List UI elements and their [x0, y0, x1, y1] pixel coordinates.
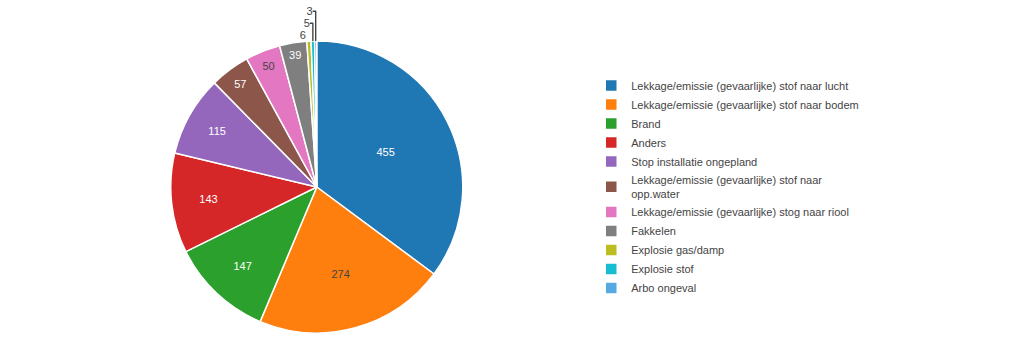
- svg-text:Explosie gas/damp: Explosie gas/damp: [631, 244, 724, 256]
- svg-text:147: 147: [233, 260, 251, 272]
- svg-text:Lekkage/emissie (gevaarlijke): Lekkage/emissie (gevaarlijke) stof naar …: [631, 99, 858, 111]
- svg-text:Stop installatie ongepland: Stop installatie ongepland: [631, 156, 757, 168]
- svg-text:6: 6: [300, 29, 306, 41]
- svg-text:Lekkage/emissie (gevaarlijke): Lekkage/emissie (gevaarlijke) stof naar …: [631, 80, 848, 92]
- svg-text:Fakkelen: Fakkelen: [631, 225, 676, 237]
- svg-text:57: 57: [234, 78, 246, 90]
- svg-text:Arbo ongeval: Arbo ongeval: [631, 282, 696, 294]
- svg-text:455: 455: [376, 146, 394, 158]
- svg-text:Explosie stof: Explosie stof: [631, 263, 694, 275]
- svg-text:3: 3: [307, 5, 313, 17]
- svg-text:Lekkage/emissie (gevaarlijke): Lekkage/emissie (gevaarlijke) stog naar …: [631, 206, 849, 218]
- svg-text:143: 143: [199, 193, 217, 205]
- svg-text:115: 115: [208, 125, 226, 137]
- svg-text:Brand: Brand: [631, 118, 660, 130]
- svg-text:Lekkage/emissie (gevaarlijke): Lekkage/emissie (gevaarlijke) stof naaro…: [631, 174, 822, 200]
- svg-text:50: 50: [262, 60, 274, 72]
- svg-text:5: 5: [304, 17, 310, 29]
- svg-text:39: 39: [289, 49, 301, 61]
- svg-text:Anders: Anders: [631, 137, 666, 149]
- svg-text:274: 274: [331, 268, 349, 280]
